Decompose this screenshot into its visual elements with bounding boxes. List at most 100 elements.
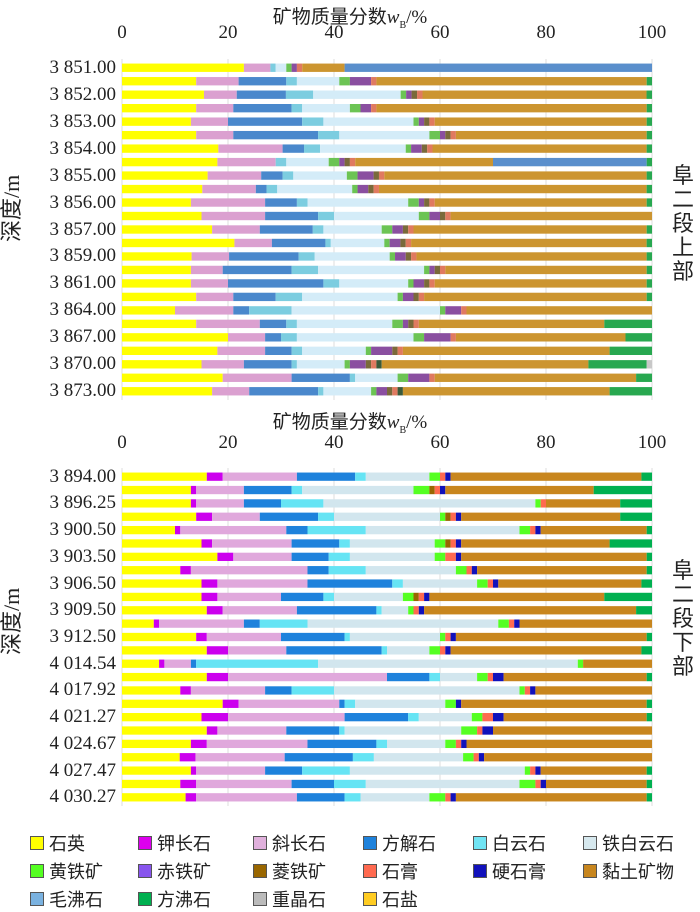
legend-label: 铁白云石 [602,834,674,855]
bar-segment-石膏 [535,779,541,789]
bar-4 024.67 [122,739,652,749]
bar-segment-方沸石 [604,592,652,602]
section-label-char: 阜 [671,164,694,189]
bar-segment-方解石 [291,373,350,382]
bar-segment-黏土矿物 [546,779,647,789]
bar-segment-铁白云石 [302,104,350,113]
bar-4 030.27 [122,793,652,802]
bar-segment-石英 [122,699,223,708]
bar-segment-方沸石 [646,157,652,167]
bar-segment-石英 [122,672,207,682]
bar-segment-石膏 [373,184,379,194]
bar-segment-钾长石 [206,472,223,481]
bar-segment-铁白云石 [418,713,472,722]
bar-row-11 [122,211,652,221]
legend-item: 石英 [30,830,85,856]
bar-segment-黄铁矿 [429,793,446,802]
legend-swatch [363,892,377,906]
bar-segment-铁白云石 [349,539,435,548]
bar-segment-斜长石 [243,63,271,72]
bar-segment-钾长石 [180,779,197,789]
bar-segment-黏土矿物 [418,319,605,329]
bar-segment-石英 [122,252,192,261]
bar-row-21 [122,346,652,355]
bar-segment-石英 [122,346,218,355]
bar-segment-石膏 [434,485,440,495]
bar-row-9 [122,592,652,602]
bar-segment-白云石 [318,130,340,140]
bar-segment-赤铁矿 [408,373,430,382]
bar-segment-方沸石 [636,373,652,382]
bar-segment-铁白云石 [440,672,478,682]
bar-segment-赤铁矿 [411,144,422,153]
bar-4 017.92 [122,686,652,695]
bar-segment-黏土矿物 [484,753,652,762]
bar-segment-白云石 [270,63,276,72]
bar-segment-钾长石 [190,739,207,749]
legend-swatch [583,864,597,878]
bar-segment-斜长石 [217,346,266,355]
bar-segment-石英 [122,713,202,722]
bar-segment-黄铁矿 [349,104,361,113]
bar-segment-方解石 [387,672,430,682]
bar-segment-铁白云石 [313,90,401,99]
bar-segment-石膏 [429,279,435,288]
bar-segment-方解石 [243,499,281,508]
bar-segment-黄铁矿 [519,779,536,789]
bar-segment-黄铁矿 [408,198,419,207]
bar-segment-铁白云石 [339,279,409,288]
bar-segment-黏土矿物 [402,387,610,396]
bar-segment-黏土矿物 [493,726,652,735]
bar-segment-白云石 [302,766,350,775]
bar-segment-黏土矿物 [381,360,589,369]
bar-segment-石膏 [413,606,419,615]
bar-segment-方解石 [284,753,353,762]
bar-segment-斜长石 [190,686,266,695]
section-label-char: 下 [671,631,694,656]
bar-segment-钾长石 [190,766,197,775]
bar-segment-白云石 [429,672,440,682]
bar-segment-方沸石 [646,238,652,248]
bar-segment-石膏 [450,333,456,342]
bar-segment-铁白云石 [323,387,372,396]
bar-segment-铁白云石 [307,198,409,207]
bar-segment-方沸石 [646,279,652,288]
bar-segment-方解石 [344,713,409,722]
bar-segment-方解石 [307,566,329,575]
bar-segment-斜长石 [233,552,292,561]
bar-segment-硬石膏 [455,552,462,561]
bar-segment-石英 [122,552,218,561]
bar-segment-铁白云石 [334,592,403,602]
bar-segment-斜长石 [212,387,250,396]
bar-segment-黄铁矿 [408,279,414,288]
bar-segment-黄铁矿 [365,346,372,355]
bar-segment-斜长石 [228,646,287,655]
bar-segment-铁白云石 [344,726,462,735]
bar-segment-方解石 [233,130,319,140]
y-tick-label: 3 903.50 [49,545,117,567]
bar-segment-黏土矿物 [450,211,652,221]
section-label-char: 段 [671,212,694,237]
bar-segment-石英 [122,726,207,735]
bar-segment-铁白云石 [365,525,520,535]
bar-segment-铁白云石 [307,619,499,628]
bar-row-13 [122,646,652,655]
bar-segment-石英 [122,753,180,762]
bar-segment-钾长石 [190,485,197,495]
bar-segment-铁白云石 [286,157,329,167]
bar-3 851.00 [122,63,652,72]
bar-segment-斜长石 [190,117,228,126]
bar-segment-石膏 [392,387,398,396]
legend-label: 方沸石 [157,890,211,911]
legend-label: 白云石 [492,834,546,855]
y-tick-label: 3 857.00 [49,218,117,240]
bar-segment-方沸石 [620,499,652,508]
bar-segment-石英 [122,566,181,575]
bar-segment-菱铁矿 [424,198,430,207]
bar-segment-石膏 [296,63,303,72]
bar-segment-石英 [122,472,207,481]
bar-segment-方沸石 [609,387,652,396]
bar-segment-黏土矿物 [498,579,642,588]
bar-segment-白云石 [275,157,287,167]
bar-segment-硬石膏 [493,579,499,588]
